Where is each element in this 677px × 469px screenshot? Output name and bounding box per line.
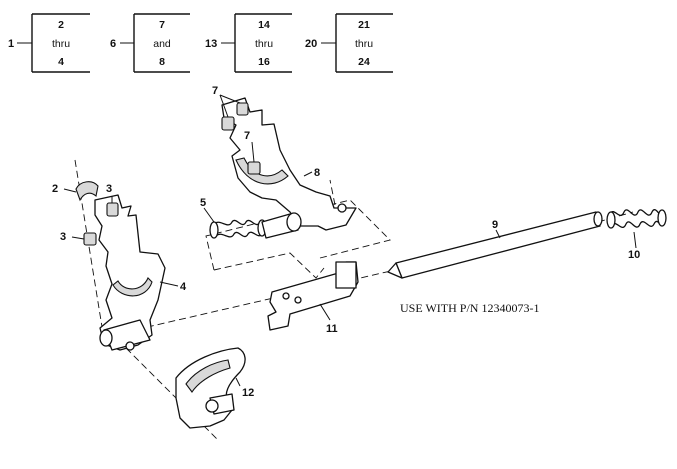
shift-lever-11 (267, 261, 359, 331)
usage-note: USE WITH P/N 12340073-1 (400, 301, 539, 315)
index-block-number: 6 (110, 38, 116, 50)
spring-5 (203, 207, 302, 239)
fork-pad-7b (251, 141, 255, 163)
callout-9: 9 (492, 219, 498, 231)
index-block-bottom: 24 (358, 56, 370, 68)
fork-shoe-2 (63, 181, 99, 202)
callout-12: 12 (242, 387, 254, 399)
callout-5: 5 (200, 197, 206, 209)
callout-7: 7 (244, 130, 250, 142)
index-block-number: 1 (8, 38, 14, 50)
index-block-13: 13 14 thru 16 (205, 13, 292, 73)
shift-rod-9 (387, 211, 603, 279)
index-block-top: 21 (358, 19, 370, 31)
index-block-middle: thru (52, 38, 70, 50)
index-block-middle: thru (355, 38, 373, 50)
index-block-number: 13 (205, 38, 217, 50)
fork-pad-7a (219, 94, 249, 131)
fork-pad-3b (71, 232, 97, 246)
callout-8: 8 (314, 167, 320, 179)
callout-2: 2 (52, 183, 58, 195)
callout-4: 4 (180, 281, 187, 293)
index-block-bottom: 8 (159, 56, 165, 68)
index-block-top: 14 (258, 19, 270, 31)
spring-10 (606, 209, 667, 249)
fork-pad-3a (106, 196, 119, 217)
shift-lever-12 (175, 347, 246, 429)
index-block-bottom: 4 (58, 56, 64, 68)
index-block-20: 20 21 thru 24 (305, 13, 393, 73)
index-block-middle: thru (255, 38, 273, 50)
index-block-1: 1 2 thru 4 (8, 13, 90, 73)
assembly-centerlines (74, 159, 634, 441)
index-block-middle: and (153, 38, 171, 50)
index-block-6: 6 7 and 8 (110, 13, 190, 73)
callout-3: 3 (106, 183, 112, 195)
shift-fork-upper (221, 97, 357, 231)
index-block-bottom: 16 (258, 56, 270, 68)
callout-11: 11 (326, 323, 338, 335)
index-block-number: 20 (305, 38, 317, 50)
index-block-top: 2 (58, 19, 64, 31)
callout-7: 7 (212, 85, 218, 97)
callout-3: 3 (60, 231, 66, 243)
shift-fork-left (94, 194, 179, 351)
index-block-top: 7 (159, 19, 165, 31)
callout-10: 10 (628, 249, 640, 261)
